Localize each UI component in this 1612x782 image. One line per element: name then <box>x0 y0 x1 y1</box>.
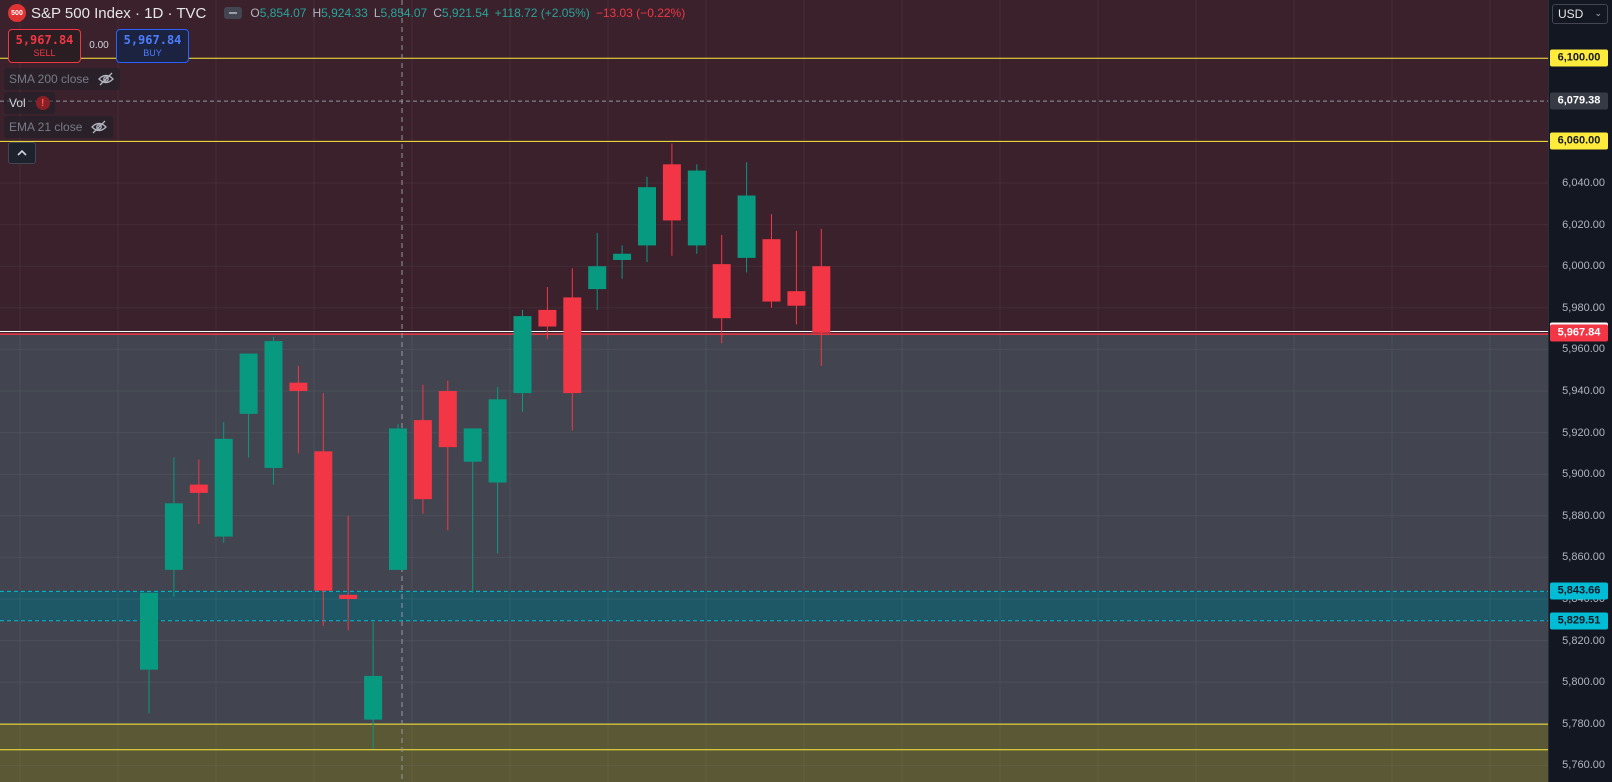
candle-body <box>488 399 507 483</box>
close-label: C <box>433 6 442 20</box>
lower-zone <box>0 620 1548 725</box>
axis-tick-label: 5,880.00 <box>1562 509 1605 522</box>
chevron-up-icon <box>17 149 27 156</box>
candle-body <box>812 266 831 333</box>
spread-value: 0.00 <box>89 40 109 51</box>
candle-body <box>364 675 383 720</box>
ohlc-legend: O5,854.07 H5,924.33 L5,854.07 C5,921.54 … <box>250 6 685 20</box>
candle-body <box>638 187 656 246</box>
axis-tick-label: 5,960.00 <box>1562 343 1605 356</box>
sp500-logo: 500 <box>8 4 26 22</box>
chevron-down-icon: ⌄ <box>1594 8 1602 18</box>
candle-body <box>588 266 607 290</box>
high-value: 5,924.33 <box>321 6 368 20</box>
buy-button[interactable]: 5,967.84 BUY <box>116 29 189 63</box>
price-tag-l6060: 6,060.00 <box>1550 132 1608 150</box>
sell-button[interactable]: 5,967.84 SELL <box>8 29 81 63</box>
axis-tick-label: 5,860.00 <box>1562 551 1605 564</box>
currency-label: USD <box>1558 7 1584 21</box>
error-icon[interactable]: ! <box>35 96 50 110</box>
axis-tick-label: 6,040.00 <box>1562 177 1605 190</box>
candle-body <box>538 309 557 327</box>
indicator-name: SMA 200 close <box>9 72 90 86</box>
indicator-name: EMA 21 close <box>9 120 83 134</box>
candle-body <box>413 420 432 500</box>
candle-body <box>787 291 806 306</box>
axis-tick-label: 5,900.00 <box>1562 468 1605 481</box>
axis-tick-label: 6,020.00 <box>1562 218 1605 231</box>
symbol-title[interactable]: S&P 500 Index · 1D · TVC <box>31 4 207 22</box>
open-label: O <box>250 6 260 20</box>
candle-body <box>563 297 582 394</box>
buy-price: 5,967.84 <box>123 33 182 47</box>
price-tag-l6079: 6,079.38 <box>1550 92 1608 110</box>
candle-body <box>712 264 731 319</box>
open-value: 5,854.07 <box>259 6 307 20</box>
low-value: 5,854.07 <box>380 6 428 20</box>
eye-crossed-icon[interactable] <box>97 72 115 86</box>
axis-tick-label: 6,000.00 <box>1562 260 1605 273</box>
indicator-name: Vol <box>9 96 26 110</box>
candle-body <box>662 164 681 221</box>
candle-body <box>140 592 158 670</box>
candle-body <box>463 428 482 462</box>
collapse-legend-button[interactable] <box>8 142 36 164</box>
eye-crossed-icon[interactable] <box>90 120 108 134</box>
candle-body <box>264 341 283 468</box>
symbol-header[interactable]: 500 S&P 500 Index · 1D · TVC O5,854.07 H… <box>0 0 685 26</box>
candle-body <box>189 484 208 493</box>
axis-tick-label: 5,940.00 <box>1562 385 1605 397</box>
sell-label: SELL <box>33 48 56 58</box>
candle-body <box>762 239 781 302</box>
middle-zone <box>0 333 1548 592</box>
sell-price: 5,967.84 <box>15 33 74 47</box>
price-tag-l6100: 6,100.00 <box>1550 49 1608 67</box>
candle-body <box>239 353 258 414</box>
high-label: H <box>312 6 322 20</box>
candle-body <box>613 253 632 260</box>
price-tag-l5967: 5,967.84 <box>1550 324 1608 342</box>
candle-body <box>214 438 233 537</box>
candle-body <box>438 391 457 448</box>
candle-body <box>737 195 756 258</box>
price-tag-l5829: 5,829.51 <box>1550 612 1608 630</box>
indicator-vol[interactable]: Vol ! <box>4 92 55 114</box>
candle-body <box>687 170 706 246</box>
price-tag-l5843: 5,843.66 <box>1550 582 1608 600</box>
currency-select[interactable]: USD ⌄ <box>1552 4 1608 24</box>
price-chart[interactable] <box>0 0 1548 782</box>
low-label: L <box>373 6 381 20</box>
yellow-zone <box>0 724 1548 782</box>
candle-body <box>339 594 358 599</box>
market-status-icon[interactable] <box>224 7 243 19</box>
price-axis[interactable]: 6,040.00 6,020.00 6,000.00 5,980.00 5,960.00… <box>1548 0 1612 782</box>
close-value: 5,921.54 <box>441 6 489 20</box>
axis-tick-label: 5,820.00 <box>1562 634 1605 647</box>
axis-tick-label: 5,760.00 <box>1562 759 1605 772</box>
indicator-sma200[interactable]: SMA 200 close <box>4 68 121 90</box>
axis-tick-label: 5,780.00 <box>1562 717 1605 730</box>
change-value-secondary: −13.03 (−0.22%) <box>595 6 686 20</box>
candle-body <box>513 316 532 394</box>
cyan-zone <box>0 591 1548 621</box>
candle-body <box>164 503 183 570</box>
buy-label: BUY <box>143 48 162 58</box>
candle-body <box>389 428 407 570</box>
candle-body <box>289 382 308 391</box>
candle-body <box>314 451 333 591</box>
change-value: +118.72 (+2.05%) <box>494 6 590 20</box>
axis-tick-label: 5,980.00 <box>1562 301 1605 314</box>
indicator-ema21[interactable]: EMA 21 close <box>4 116 114 138</box>
axis-tick-label: 5,800.00 <box>1562 676 1605 689</box>
axis-tick-label: 5,920.00 <box>1562 426 1605 439</box>
